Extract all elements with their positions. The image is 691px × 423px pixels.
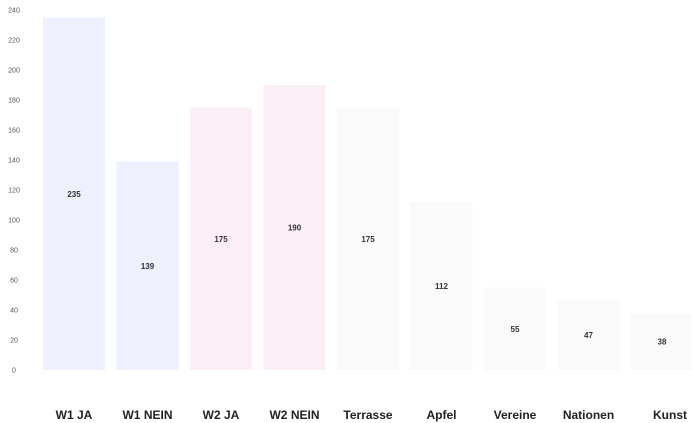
data-label: 175: [214, 235, 228, 244]
x-tick-label: Terrasse: [343, 408, 392, 422]
data-label: 47: [584, 331, 593, 340]
bar: [43, 17, 105, 370]
y-tick-label: 120: [8, 188, 20, 195]
y-tick-label: 0: [12, 368, 16, 375]
x-tick-label: W1 JA: [56, 408, 93, 422]
y-tick-label: 80: [10, 248, 18, 255]
x-tick-label: Nationen: [563, 408, 614, 422]
x-tick-label: Apfel: [427, 408, 457, 422]
bar: [557, 299, 620, 370]
data-label: 235: [67, 190, 81, 199]
y-tick-label: 40: [10, 308, 18, 315]
x-tick-label: Kunst: [653, 408, 687, 422]
y-tick-label: 140: [8, 158, 20, 165]
y-tick-label: 220: [8, 38, 20, 45]
bar: [263, 85, 326, 370]
x-tick-label: Vereine: [494, 408, 537, 422]
bar: [484, 287, 546, 370]
bar: [190, 107, 252, 370]
x-tick-label: W2 NEIN: [269, 408, 319, 422]
bar: [631, 313, 691, 370]
y-tick-label: 20: [10, 338, 18, 345]
data-label: 38: [658, 338, 667, 347]
y-tick-label: 180: [8, 98, 20, 105]
bar: [410, 202, 473, 370]
y-tick-label: 240: [8, 8, 20, 15]
x-tick-label: W2 JA: [203, 408, 240, 422]
y-tick-label: 100: [8, 218, 20, 225]
data-label: 175: [361, 235, 375, 244]
data-label: 112: [435, 282, 448, 291]
y-tick-label: 160: [8, 128, 20, 135]
data-label: 139: [141, 262, 155, 271]
bar: [337, 107, 399, 370]
data-label: 190: [288, 224, 302, 233]
y-tick-label: 60: [10, 278, 18, 285]
y-tick-label: 200: [8, 68, 20, 75]
bar: [116, 161, 179, 370]
data-label: 55: [511, 325, 520, 334]
x-tick-label: W1 NEIN: [122, 408, 172, 422]
